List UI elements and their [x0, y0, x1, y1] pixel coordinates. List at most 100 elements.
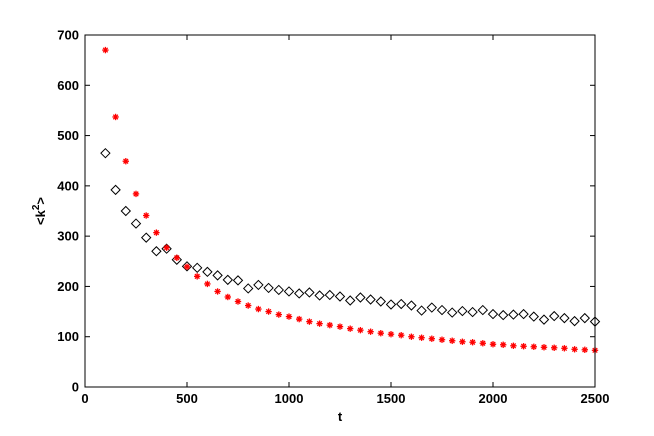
- diamond-point: [293, 288, 305, 299]
- x-tick-label: 2000: [479, 391, 508, 406]
- star-point: [551, 344, 558, 351]
- star-point: [581, 346, 588, 353]
- diamond-point: [457, 305, 468, 317]
- star-point: [347, 325, 354, 332]
- diamond-point: [344, 295, 356, 306]
- diamond-point: [518, 308, 529, 320]
- star-point: [367, 328, 374, 335]
- y-tick-label: 100: [57, 329, 79, 344]
- y-tick-label: 700: [57, 28, 79, 43]
- star-point: [204, 280, 211, 288]
- star-point: [479, 340, 486, 347]
- x-tick-label: 2500: [581, 391, 610, 406]
- y-tick-label: 500: [57, 128, 79, 143]
- diamond-point: [314, 290, 325, 301]
- diamond-point: [334, 291, 346, 302]
- y-tick-label: 400: [57, 178, 79, 193]
- diamond-point: [120, 205, 132, 217]
- diamond-point: [283, 286, 295, 297]
- diamond-point: [181, 261, 193, 272]
- star-point: [357, 326, 364, 334]
- diamond-point: [385, 299, 397, 310]
- y-axis-label-end: >: [33, 197, 48, 205]
- star-point: [387, 331, 395, 338]
- star-point: [469, 339, 476, 346]
- y-tick-label: 300: [57, 229, 79, 244]
- diamond-point: [559, 312, 570, 324]
- star-point: [326, 321, 333, 329]
- diamond-point: [130, 218, 142, 229]
- diamond-point: [528, 311, 540, 322]
- star-point: [183, 263, 191, 271]
- star-point: [214, 288, 221, 295]
- x-tick-label: 1500: [377, 391, 406, 406]
- diamond-point: [467, 306, 478, 318]
- star-point: [540, 344, 548, 351]
- star-point: [530, 343, 537, 350]
- star-point: [255, 305, 262, 313]
- star-point: [173, 254, 180, 261]
- y-tick-label: 200: [57, 279, 79, 294]
- diamond-point: [508, 309, 519, 320]
- diamond-point: [436, 304, 448, 316]
- star-point: [306, 318, 313, 325]
- star-point: [296, 315, 303, 323]
- diamond-point: [140, 232, 152, 243]
- x-tick-label: 500: [176, 391, 198, 406]
- diamond-point: [497, 309, 509, 321]
- diamond-point: [569, 315, 580, 327]
- diamond-point: [273, 284, 285, 296]
- diamond-point: [242, 283, 254, 294]
- star-point: [265, 308, 272, 315]
- diamond-point: [191, 262, 203, 274]
- y-axis-label-sup: 2: [31, 204, 42, 210]
- diamond-point: [538, 314, 550, 325]
- star-point: [510, 342, 517, 349]
- x-axis-label: t: [338, 409, 343, 424]
- diamond-point: [304, 287, 315, 298]
- star-point: [316, 320, 323, 327]
- star-point: [561, 345, 568, 352]
- diamond-point: [548, 310, 560, 322]
- diamond-point: [395, 298, 407, 310]
- plot-frame: [84, 34, 596, 388]
- star-point: [102, 46, 109, 54]
- data-marks: [100, 46, 601, 354]
- star-point: [449, 337, 456, 344]
- diamond-point: [263, 282, 274, 294]
- diamond-point: [416, 305, 427, 316]
- diamond-point: [579, 312, 591, 324]
- star-point: [153, 229, 160, 236]
- diamond-point: [487, 308, 499, 320]
- diamond-point: [151, 246, 162, 257]
- star-point: [112, 113, 119, 121]
- diamond-point: [222, 274, 234, 286]
- star-point: [418, 334, 425, 341]
- star-point: [398, 332, 405, 339]
- star-point: [143, 212, 150, 219]
- star-point: [438, 336, 446, 343]
- diamond-point: [100, 147, 111, 159]
- star-point: [224, 293, 231, 301]
- diamond-point: [375, 296, 387, 307]
- star-point: [500, 341, 507, 348]
- star-point: [163, 244, 170, 251]
- diamond-point: [212, 270, 223, 281]
- star-point: [234, 298, 242, 305]
- y-tick-label: 600: [57, 78, 79, 93]
- star-point: [408, 333, 415, 340]
- star-point: [336, 323, 344, 330]
- diamond-point: [324, 289, 336, 301]
- diamond-point: [202, 266, 213, 278]
- y-tick-label: 0: [72, 380, 79, 395]
- star-point: [428, 335, 435, 342]
- star-point: [571, 346, 578, 353]
- star-point: [275, 311, 282, 318]
- diamond-point: [232, 275, 244, 286]
- star-point: [459, 338, 466, 345]
- star-point: [245, 302, 252, 309]
- x-tick-label: 1000: [275, 391, 304, 406]
- star-point: [122, 158, 129, 165]
- x-tick-label: 0: [81, 391, 88, 406]
